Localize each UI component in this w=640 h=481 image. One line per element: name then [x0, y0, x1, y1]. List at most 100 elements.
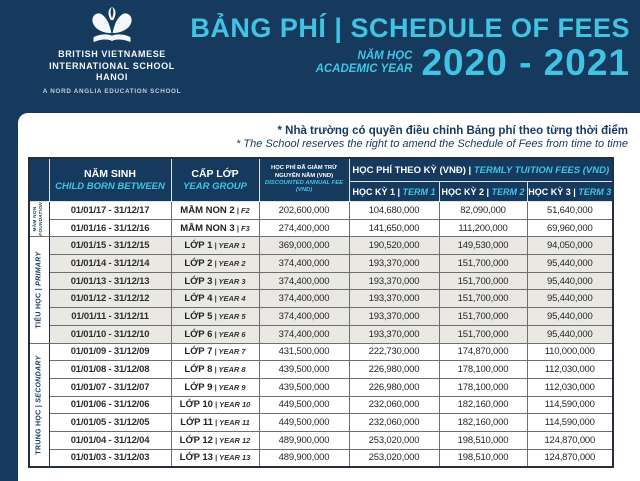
born-between-cell: 01/01/13 - 31/12/13 [48, 271, 172, 291]
term1-fee-cell: 193,370,000 [348, 289, 440, 309]
born-between-cell: 01/01/15 - 31/12/15 [48, 236, 172, 256]
term2-fee-cell: 111,200,000 [438, 218, 528, 238]
group-label-cell: MẦM NON FOUNDATION [28, 200, 50, 238]
year-group-cell: LỚP 9 | YEAR 9 [170, 377, 260, 397]
term3-fee-cell: 114,590,000 [526, 413, 614, 432]
content-panel: * Nhà trường có quyền điều chỉnh Bảng ph… [18, 113, 640, 481]
term3-fee-cell: 95,440,000 [526, 289, 614, 309]
annual-fee-cell: 202,600,000 [258, 201, 350, 220]
school-logo: BRITISH VIETNAMESE INTERNATIONAL SCHOOL … [28, 5, 196, 95]
term1-fee-cell: 226,980,000 [348, 377, 440, 397]
born-between-cell: 01/01/11 - 31/12/11 [48, 307, 172, 326]
annual-fee-cell: 374,400,000 [258, 324, 350, 344]
fee-row: 01/01/04 - 31/12/04 LỚP 12 | YEAR 12 489,9… [29, 430, 614, 450]
year-group-cell: LỚP 11 | YEAR 11 [170, 413, 260, 432]
term1-fee-cell: 190,520,000 [348, 236, 440, 256]
document-title-block: BẢNG PHÍ | SCHEDULE OF FEES NĂM HỌC ACAD… [190, 13, 630, 81]
annual-fee-cell: 489,900,000 [258, 448, 350, 468]
group-label-cell: TRUNG HỌC | SECONDARY [28, 342, 50, 468]
annual-fee-cell: 431,500,000 [258, 342, 350, 362]
term3-fee-cell: 95,440,000 [526, 307, 614, 326]
fee-row: 01/01/14 - 31/12/14 LỚP 2 | YEAR 2 374,400… [29, 254, 614, 273]
term1-fee-cell: 232,060,000 [348, 413, 440, 432]
col-header-term2: HỌC KỲ 2 | TERM 2 [438, 181, 528, 202]
year-group-cell: LỚP 2 | YEAR 2 [170, 254, 260, 273]
annual-fee-cell: 449,500,000 [258, 413, 350, 432]
fee-row: 01/01/05 - 31/12/05 LỚP 11 | YEAR 11 449,5… [29, 413, 614, 432]
term3-fee-cell: 112,030,000 [526, 360, 614, 379]
col-header-born: NĂM SINH CHILD BORN BETWEEN [48, 157, 172, 202]
year-group-cell: MẦM NON 3 | F3 [170, 218, 260, 238]
term3-fee-cell: 112,030,000 [526, 377, 614, 397]
born-between-cell: 01/01/16 - 31/12/16 [48, 218, 172, 238]
year-group-cell: LỚP 10 | YEAR 10 [170, 395, 260, 415]
group-label-cell: TIỂU HỌC | PRIMARY [28, 236, 50, 344]
term3-fee-cell: 51,640,000 [526, 201, 614, 220]
born-between-cell: 01/01/09 - 31/12/09 [48, 342, 172, 362]
fee-row: MẦM NON FOUNDATION 01/01/17 - 31/12/17 MẦM … [28, 200, 614, 238]
annual-fee-cell: 374,400,000 [258, 289, 350, 309]
term2-fee-cell: 178,100,000 [438, 377, 528, 397]
year-group-cell: LỚP 13 | YEAR 13 [170, 448, 260, 468]
fee-row: 01/01/10 - 31/12/10 LỚP 6 | YEAR 6 374,400… [29, 324, 614, 344]
term1-fee-cell: 193,370,000 [348, 324, 440, 344]
born-between-cell: 01/01/06 - 31/12/06 [48, 395, 172, 415]
brand-tagline: A NORD ANGLIA EDUCATION SCHOOL [42, 88, 182, 96]
born-between-cell: 01/01/12 - 31/12/12 [48, 289, 172, 309]
fee-row: 01/01/13 - 31/12/13 LỚP 3 | YEAR 3 374,400… [29, 271, 614, 291]
term3-fee-cell: 110,000,000 [526, 342, 614, 362]
term1-fee-cell: 104,680,000 [348, 201, 440, 220]
year-group-cell: LỚP 4 | YEAR 4 [170, 289, 260, 309]
term2-fee-cell: 198,510,000 [438, 430, 528, 450]
term1-fee-cell: 193,370,000 [348, 307, 440, 326]
fee-row: 01/01/16 - 31/12/16 MẦM NON 3 | F3 274,400… [29, 218, 614, 238]
fee-row: 01/01/03 - 31/12/03 LỚP 13 | YEAR 13 489,9… [29, 448, 614, 468]
school-name: BRITISH VIETNAMESE INTERNATIONAL SCHOOL … [49, 49, 175, 83]
year-group-cell: MẦM NON 2 | F2 [170, 201, 260, 220]
term3-fee-cell: 95,440,000 [526, 271, 614, 291]
year-group-cell: LỚP 6 | YEAR 6 [170, 324, 260, 344]
term3-fee-cell: 95,440,000 [526, 254, 614, 273]
col-header-annual-fee: HỌC PHÍ ĐÃ GIẢM TRỪ NGUYÊN NĂM (VND) DIS… [258, 157, 350, 202]
born-between-cell: 01/01/04 - 31/12/04 [48, 430, 172, 450]
annual-fee-cell: 274,400,000 [258, 218, 350, 238]
academic-year-value: 2020 - 2021 [421, 42, 630, 83]
born-between-cell: 01/01/05 - 31/12/05 [48, 413, 172, 432]
col-header-year-group: CẤP LỚP YEAR GROUP [170, 157, 260, 202]
year-group-cell: LỚP 7 | YEAR 7 [170, 342, 260, 362]
term1-fee-cell: 226,980,000 [348, 360, 440, 379]
fee-row: 01/01/07 - 31/12/07 LỚP 9 | YEAR 9 439,500… [29, 377, 614, 397]
term1-fee-cell: 193,370,000 [348, 254, 440, 273]
year-group-cell: LỚP 5 | YEAR 5 [170, 307, 260, 326]
col-header-termly-fees: HỌC PHÍ THEO KỲ (VNĐ) | TERMLY TUITION F… [348, 157, 614, 182]
amendment-note-en: * The School reserves the right to amend… [236, 138, 628, 150]
annual-fee-cell: 369,000,000 [258, 236, 350, 256]
term2-fee-cell: 151,700,000 [438, 289, 528, 309]
term1-fee-cell: 232,060,000 [348, 395, 440, 415]
term2-fee-cell: 151,700,000 [438, 271, 528, 291]
col-header-term1: HỌC KỲ 1 | TERM 1 [348, 181, 440, 202]
annual-fee-cell: 449,500,000 [258, 395, 350, 415]
term2-fee-cell: 151,700,000 [438, 324, 528, 344]
term3-fee-cell: 94,050,000 [526, 236, 614, 256]
academic-year-label: NĂM HỌC ACADEMIC YEAR [315, 49, 413, 75]
born-between-cell: 01/01/14 - 31/12/14 [48, 254, 172, 273]
term2-fee-cell: 149,530,000 [438, 236, 528, 256]
school-crest-icon [28, 5, 196, 49]
term1-fee-cell: 141,650,000 [348, 218, 440, 238]
term1-fee-cell: 253,020,000 [348, 448, 440, 468]
group-header-cell [28, 157, 50, 202]
year-group-cell: LỚP 1 | YEAR 1 [170, 236, 260, 256]
page-title: BẢNG PHÍ | SCHEDULE OF FEES [190, 13, 630, 43]
term3-fee-cell: 95,440,000 [526, 324, 614, 344]
amendment-note: * Nhà trường có quyền điều chỉnh Bảng ph… [18, 113, 640, 150]
born-between-cell: 01/01/03 - 31/12/03 [48, 448, 172, 468]
annual-fee-cell: 439,500,000 [258, 360, 350, 379]
term1-fee-cell: 222,730,000 [348, 342, 440, 362]
year-group-cell: LỚP 3 | YEAR 3 [170, 271, 260, 291]
term2-fee-cell: 178,100,000 [438, 360, 528, 379]
annual-fee-cell: 374,400,000 [258, 254, 350, 273]
term2-fee-cell: 174,870,000 [438, 342, 528, 362]
annual-fee-cell: 439,500,000 [258, 377, 350, 397]
term1-fee-cell: 193,370,000 [348, 271, 440, 291]
